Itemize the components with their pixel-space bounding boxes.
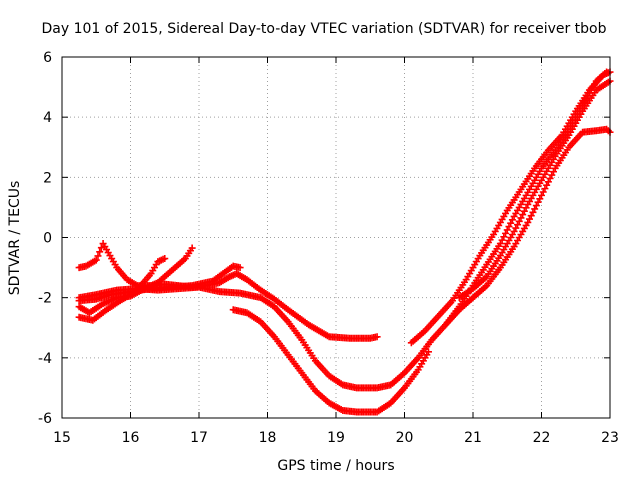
data-point bbox=[161, 255, 169, 263]
x-axis-label: GPS time / hours bbox=[277, 458, 394, 474]
y-tick-label: 4 bbox=[43, 110, 52, 126]
series-trace-2 bbox=[75, 244, 196, 317]
x-tick-label: 15 bbox=[53, 430, 71, 446]
x-tick-label: 18 bbox=[259, 430, 277, 446]
data-point bbox=[424, 348, 432, 356]
data-point bbox=[236, 264, 244, 272]
series-trace-8 bbox=[442, 125, 614, 329]
data-point bbox=[97, 244, 105, 252]
x-tick-label: 21 bbox=[464, 430, 482, 446]
chart-title: Day 101 of 2015, Sidereal Day-to-day VTE… bbox=[41, 21, 606, 37]
x-tick-label: 16 bbox=[122, 430, 140, 446]
series-trace-6 bbox=[229, 306, 432, 416]
y-tick-label: -6 bbox=[38, 411, 52, 427]
y-tick-label: -2 bbox=[38, 291, 52, 307]
y-tick-label: 0 bbox=[43, 231, 52, 247]
data-point bbox=[94, 252, 102, 260]
data-point bbox=[96, 248, 104, 256]
y-axis: -6 -4 -2 0 2 4 6 bbox=[38, 50, 610, 427]
data-point bbox=[92, 256, 100, 264]
x-tick-label: 20 bbox=[396, 430, 414, 446]
plot-area bbox=[75, 68, 614, 416]
x-tick-label: 17 bbox=[190, 430, 208, 446]
x-tick-label: 22 bbox=[533, 430, 551, 446]
x-axis: 15 16 17 18 19 20 21 22 23 bbox=[53, 57, 619, 446]
y-axis-label: SDTVAR / TECUs bbox=[7, 181, 23, 296]
series-trace-7 bbox=[407, 68, 614, 347]
series-trace-3 bbox=[75, 255, 169, 324]
x-tick-label: 19 bbox=[327, 430, 345, 446]
y-tick-label: 2 bbox=[43, 170, 52, 186]
y-tick-label: -4 bbox=[38, 351, 52, 367]
data-point bbox=[373, 333, 381, 341]
x-tick-label: 23 bbox=[601, 430, 619, 446]
y-tick-label: 6 bbox=[43, 50, 52, 66]
grid bbox=[62, 57, 610, 418]
data-point bbox=[188, 244, 196, 252]
series-trace-9 bbox=[455, 77, 614, 302]
